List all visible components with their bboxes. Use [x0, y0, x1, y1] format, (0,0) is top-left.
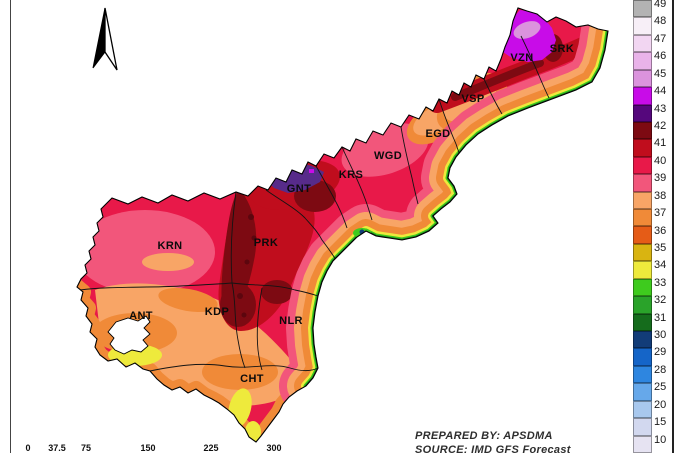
scale-tick-label: 225	[203, 443, 219, 453]
legend-value-label: 43	[654, 102, 667, 115]
legend-cell	[633, 418, 652, 436]
hot-spot	[241, 312, 247, 318]
district-label-kdp: KDP	[204, 306, 230, 318]
scale-tick-label: 0	[25, 443, 31, 453]
legend-cell	[633, 174, 652, 192]
legend-value-label: 35	[654, 241, 667, 254]
north-violet-core	[513, 21, 541, 39]
legend-cell	[633, 278, 652, 297]
source-text: SOURCE: IMD GFS Forecast	[415, 444, 571, 453]
district-label-cht: CHT	[240, 373, 264, 385]
legend-value-label: 20	[654, 398, 667, 411]
district-label-krn: KRN	[157, 240, 183, 252]
legend-value-label: 38	[654, 189, 667, 202]
legend-value-label: 10	[654, 433, 667, 446]
district-label-prk: PRK	[253, 237, 279, 249]
state-outline	[76, 7, 609, 443]
district-label-krs: KRS	[338, 169, 364, 181]
legend-value-label: 36	[654, 224, 667, 237]
legend-value-label: 37	[654, 207, 667, 220]
legend-value-label: 32	[654, 294, 667, 307]
temperature-legend	[633, 0, 652, 453]
legend-value-label: 28	[654, 363, 667, 376]
legend-cell	[633, 400, 652, 419]
legend-value-label: 41	[654, 137, 667, 150]
legend-value-label: 40	[654, 154, 667, 167]
hot-spot	[244, 259, 250, 265]
legend-cell	[633, 191, 652, 210]
hot-spot	[237, 293, 243, 299]
nellore-maroon-blob	[261, 280, 293, 304]
legend-cell	[633, 34, 652, 53]
chittoor-orange-blob	[202, 354, 278, 390]
district-label-vzn: VZN	[510, 52, 534, 64]
legend-value-label: 49	[654, 0, 667, 10]
legend-cell	[633, 209, 652, 227]
legend-value-label: 44	[654, 85, 667, 98]
district-label-ant: ANT	[129, 310, 153, 322]
legend-value-label: 34	[654, 259, 667, 272]
anantapur-orange-blob2	[158, 287, 218, 313]
scale-tick-label: 150	[140, 443, 156, 453]
legend-cell	[633, 331, 652, 349]
legend-value-label: 29	[654, 346, 667, 359]
hot-spot	[248, 214, 254, 220]
left-frame-line	[10, 0, 11, 453]
district-label-gnt: GNT	[286, 183, 312, 195]
legend-cell	[633, 52, 652, 70]
legend-value-label: 15	[654, 416, 667, 429]
legend-cell	[633, 383, 652, 401]
legend-cell	[633, 104, 652, 122]
legend-value-label: 30	[654, 329, 667, 342]
legend-cell	[633, 87, 652, 105]
legend-cell	[633, 313, 652, 332]
legend-cell	[633, 139, 652, 157]
scale-tick-label: 37.5	[48, 443, 66, 453]
northeast-maroon-band	[451, 59, 544, 101]
legend-cell	[633, 156, 652, 175]
legend-value-label: 33	[654, 276, 667, 289]
scale-tick-label: 75	[80, 443, 92, 453]
legend-value-label: 48	[654, 15, 667, 28]
hot-spot	[251, 235, 257, 241]
temperature-legend-labels: 49 48 47 46 45 44 43 42 41 40 39 38 37 36 35 34 33 32 31 30…	[654, 0, 674, 453]
kurnool-sandy-patch	[142, 253, 194, 271]
north-arrow-icon	[92, 7, 118, 71]
legend-cell	[633, 226, 652, 244]
right-frame-line	[672, 0, 674, 453]
legend-value-label: 31	[654, 311, 667, 324]
district-label-egd: EGD	[425, 128, 451, 140]
state-boundary-notch	[107, 315, 151, 355]
legend-cell	[633, 348, 652, 366]
legend-cell	[633, 261, 652, 279]
legend-cell	[633, 69, 652, 88]
legend-cell	[633, 243, 652, 262]
legend-value-label: 47	[654, 32, 667, 45]
legend-cell	[633, 296, 652, 314]
scale-tick-label: 300	[266, 443, 282, 453]
district-label-vsp: VSP	[461, 93, 485, 105]
legend-value-label: 25	[654, 381, 667, 394]
coastal-bands	[279, 8, 608, 413]
legend-cell	[633, 17, 652, 35]
prepared-by-text: PREPARED BY: APSDMA	[415, 430, 553, 442]
legend-value-label: 45	[654, 67, 667, 80]
legend-value-label: 46	[654, 50, 667, 63]
district-label-wgd: WGD	[373, 150, 403, 162]
legend-cell	[633, 121, 652, 140]
legend-cell	[633, 0, 652, 18]
kurnool-rose-area	[77, 210, 215, 294]
guntur-magenta-speck	[309, 169, 314, 173]
kadapa-maroon-blob	[220, 283, 256, 327]
legend-value-label: 39	[654, 172, 667, 185]
district-label-nlr: NLR	[279, 315, 303, 327]
legend-value-label: 42	[654, 119, 667, 132]
legend-cell	[633, 435, 652, 453]
legend-cell	[633, 365, 652, 384]
district-label-srk: SRK	[549, 43, 575, 55]
